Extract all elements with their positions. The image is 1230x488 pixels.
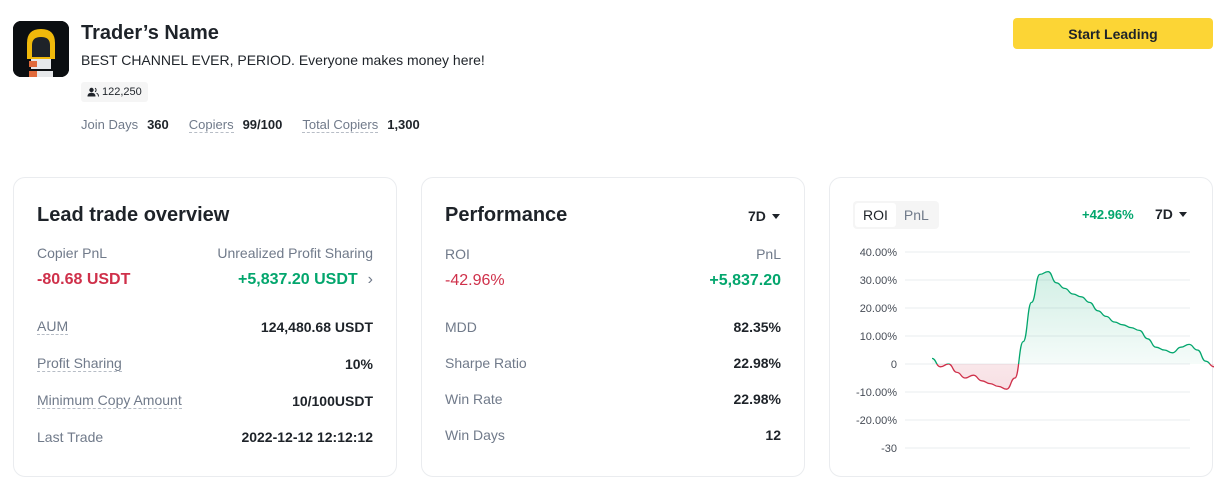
- perf-value: 22.98%: [733, 391, 781, 407]
- card-title: Performance: [445, 204, 568, 226]
- roi-line-chart: 40.00% 30.00% 20.00% 10.00% 0 -10.00% -20.00% -…: [856, 247, 1214, 455]
- y-tick-label: 20.00%: [860, 303, 898, 315]
- y-tick-label: -20.00%: [856, 415, 897, 427]
- negative-area: [932, 364, 1214, 390]
- stat-value: 1,300: [387, 117, 420, 132]
- perf-value: 12: [765, 427, 781, 443]
- perf-values-row: -42.96% +5,837.20: [445, 272, 781, 290]
- detail-value: 10/100USDT: [292, 392, 373, 409]
- detail-row-last-trade: Last Trade 2022-12-12 12:12:12: [37, 429, 373, 445]
- period-value: 7D: [1155, 206, 1173, 222]
- stat-total-copiers[interactable]: Total Copiers 1,300: [302, 117, 420, 133]
- stat-copiers[interactable]: Copiers 99/100: [188, 117, 283, 133]
- stat-label[interactable]: Copiers: [188, 117, 234, 133]
- perf-value: 22.98%: [733, 355, 781, 371]
- followers-badge: 122,250: [81, 82, 148, 102]
- copier-pnl-value: -80.68 USDT: [37, 271, 131, 288]
- trader-tagline: BEST CHANNEL EVER, PERIOD. Everyone make…: [81, 52, 485, 68]
- trader-name: Trader’s Name: [81, 22, 219, 44]
- roi-chart-card: ROI PnL +42.96% 7D 40.00% 30.00% 20.00% 10.…: [829, 177, 1214, 477]
- roi-total-value: +42.96%: [1082, 207, 1134, 222]
- unrealized-profit-link[interactable]: +5,837.20 USDT ›: [238, 271, 373, 289]
- trader-stats: Join Days 360 Copiers 99/100 Total Copie…: [81, 117, 420, 133]
- detail-value: 124,480.68 USDT: [260, 318, 373, 335]
- positive-area: [932, 271, 1214, 364]
- y-tick-label: -10.00%: [856, 387, 897, 399]
- lead-trade-overview-card: Lead trade overview Copier PnL Unrealize…: [13, 177, 397, 477]
- perf-label: Win Rate: [445, 391, 503, 407]
- start-leading-button[interactable]: Start Leading: [1013, 18, 1213, 49]
- perf-row-sharpe: Sharpe Ratio 22.98%: [445, 355, 781, 371]
- y-axis-ticks: 40.00% 30.00% 20.00% 10.00% 0 -10.00% -20.00% -…: [856, 247, 897, 455]
- chart-period-dropdown[interactable]: 7D: [1155, 206, 1187, 222]
- perf-label: Win Days: [445, 427, 505, 443]
- detail-value: 2022-12-12 12:12:12: [241, 429, 373, 445]
- performance-card: Performance 7D ROI PnL -42.96% +5,837.20…: [421, 177, 805, 477]
- detail-label[interactable]: Profit Sharing: [37, 355, 122, 372]
- caret-down-icon: [1178, 211, 1187, 217]
- period-dropdown[interactable]: 7D: [748, 208, 780, 224]
- perf-row-mdd: MDD 82.35%: [445, 319, 781, 335]
- perf-row-win-days: Win Days 12: [445, 427, 781, 443]
- perf-label: MDD: [445, 319, 477, 335]
- y-tick-label: 0: [891, 359, 897, 371]
- y-tick-label: -30: [881, 443, 897, 455]
- users-icon: [87, 87, 99, 97]
- unrealized-profit-value: +5,837.20 USDT: [238, 271, 358, 288]
- perf-row-win-rate: Win Rate 22.98%: [445, 391, 781, 407]
- y-tick-label: 10.00%: [860, 331, 898, 343]
- perf-labels-row: ROI PnL: [445, 246, 781, 262]
- stat-value: 360: [147, 117, 169, 132]
- detail-value: 10%: [344, 355, 373, 372]
- stat-value: 99/100: [242, 117, 283, 132]
- chevron-right-icon[interactable]: ›: [367, 271, 373, 288]
- roi-series-line-positive: [931, 270, 1211, 364]
- detail-label[interactable]: Minimum Copy Amount: [37, 392, 182, 409]
- unrealized-profit-label: Unrealized Profit Sharing: [217, 245, 373, 261]
- detail-row-profit-sharing: Profit Sharing 10%: [37, 355, 373, 372]
- stat-label[interactable]: Total Copiers: [302, 117, 379, 133]
- detail-row-aum: AUM 124,480.68 USDT: [37, 318, 373, 335]
- perf-value: 82.35%: [733, 319, 781, 335]
- period-value: 7D: [748, 208, 766, 224]
- card-title: Lead trade overview: [37, 204, 230, 226]
- stat-label: Join Days: [81, 117, 139, 132]
- chart-mode-toggle: ROI PnL: [853, 201, 939, 229]
- roi-series-line-negative: [936, 364, 1214, 390]
- roi-value: -42.96%: [445, 272, 505, 289]
- copier-pnl-label: Copier PnL: [37, 245, 108, 261]
- y-tick-label: 30.00%: [860, 275, 898, 287]
- astronaut-icon: [13, 21, 69, 77]
- y-tick-label: 40.00%: [860, 247, 898, 259]
- followers-count: 122,250: [102, 86, 142, 98]
- pnl-label: PnL: [756, 246, 781, 262]
- pnl-labels-row: Copier PnL Unrealized Profit Sharing: [37, 245, 373, 261]
- tab-roi[interactable]: ROI: [855, 203, 896, 227]
- detail-label: Last Trade: [37, 429, 104, 445]
- caret-down-icon: [771, 213, 780, 219]
- pnl-values-row: -80.68 USDT +5,837.20 USDT ›: [37, 271, 373, 289]
- detail-row-min-copy: Minimum Copy Amount 10/100USDT: [37, 392, 373, 409]
- stat-join-days: Join Days 360: [81, 117, 169, 133]
- perf-label: Sharpe Ratio: [445, 355, 527, 371]
- tab-pnl[interactable]: PnL: [903, 207, 929, 223]
- roi-label: ROI: [445, 246, 470, 262]
- trader-avatar: [13, 21, 69, 77]
- pnl-value: +5,837.20: [709, 272, 781, 289]
- detail-label[interactable]: AUM: [37, 318, 69, 335]
